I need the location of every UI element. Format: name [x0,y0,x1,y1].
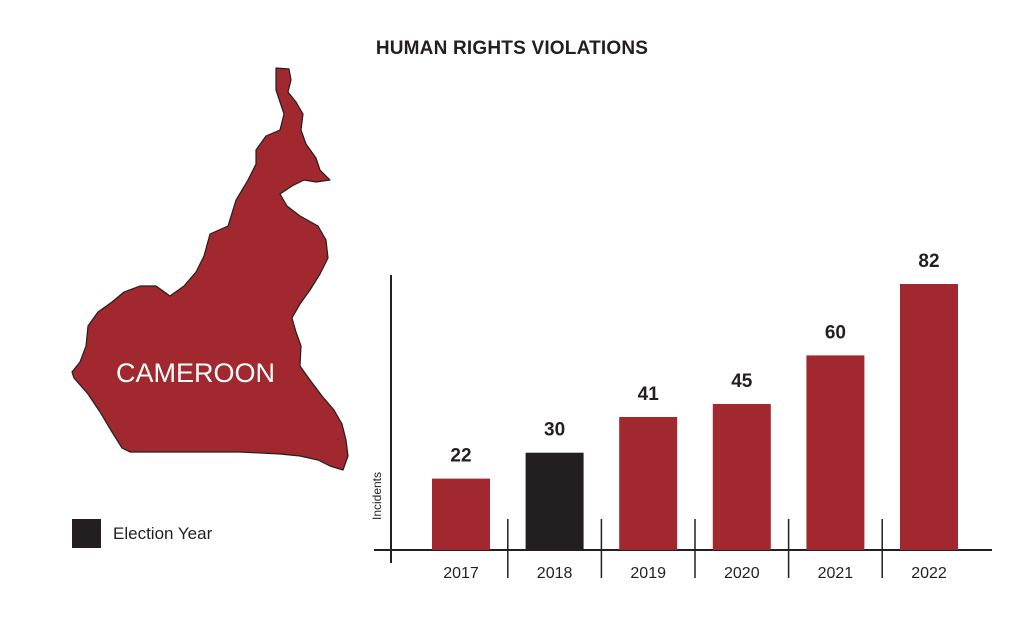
value-labels-group: 22 30 41 45 60 82 [450,251,939,467]
bar-2017 [432,478,490,550]
bar-value-label-2017: 22 [450,446,471,467]
x-tick-label-2018: 2018 [537,565,573,582]
x-tick-label-2021: 2021 [818,565,854,582]
bar-2020 [712,404,771,550]
cameroon-map-shape [71,67,349,471]
category-separators [507,519,883,578]
bar-value-label-2022: 82 [918,251,939,272]
bar-value-label-2020: 45 [731,371,753,392]
x-tick-label-2017: 2017 [443,565,479,582]
map-country-label: CAMEROON [116,358,276,388]
legend-swatch-election-year [72,519,101,548]
legend: Election Year [72,519,212,548]
x-tick-label-2019: 2019 [630,565,666,582]
x-tick-label-2022: 2022 [911,565,947,582]
bar-value-label-2021: 60 [825,322,846,343]
bar-value-label-2019: 41 [638,384,660,405]
bar-2019 [619,417,678,550]
x-tick-label-2020: 2020 [724,565,760,582]
y-axis-label: Incidents [370,472,384,520]
bars-group [432,284,958,550]
legend-label: Election Year [113,523,213,543]
bar-2022 [900,284,958,550]
cameroon-map [71,67,349,471]
bar-2018 [525,452,584,550]
x-tick-labels-group: 2017 2018 2019 2020 2021 2022 [443,565,947,582]
bar-value-label-2018: 30 [544,420,565,441]
bar-2021 [806,355,865,550]
chart-title: HUMAN RIGHTS VIOLATIONS [375,38,649,59]
